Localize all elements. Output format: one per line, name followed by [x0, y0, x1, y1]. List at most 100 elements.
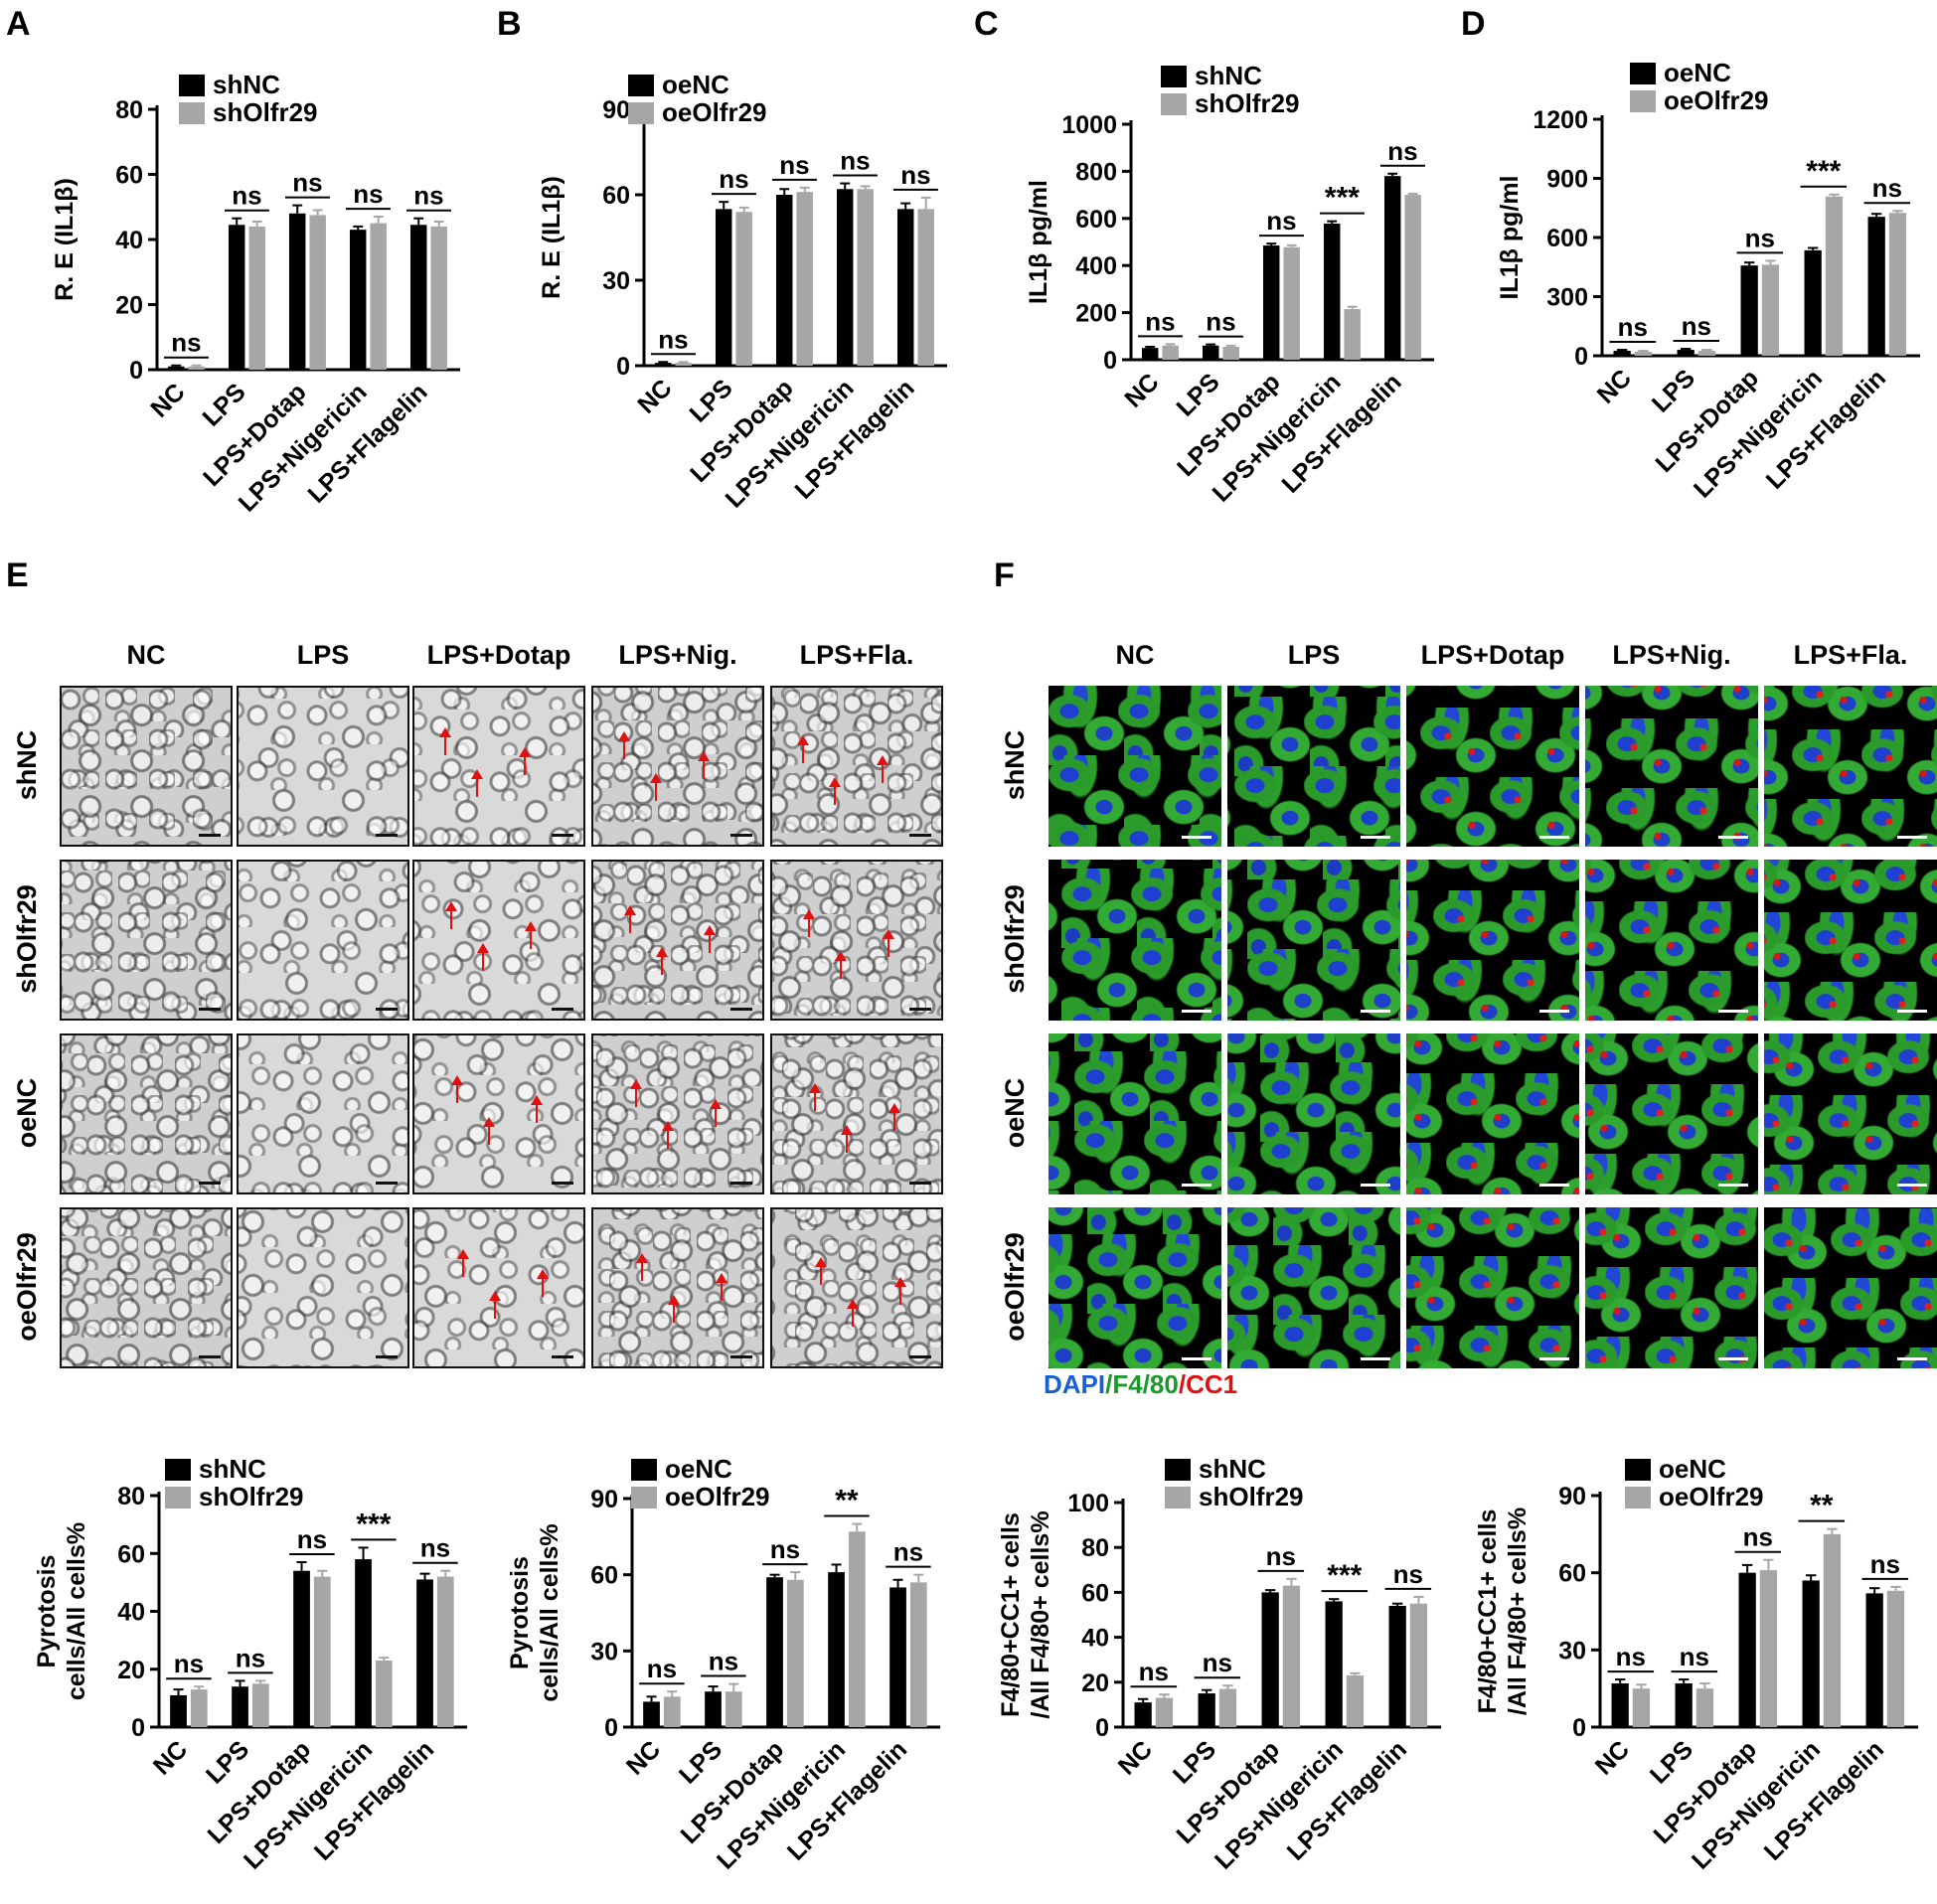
fluorescence-tile-1-0 — [1049, 860, 1221, 1021]
chart-f2-ytick-label-1: 30 — [1558, 1637, 1586, 1665]
chart-f2-legend-label-0: oeNC — [1659, 1454, 1726, 1484]
scale-bar — [1182, 836, 1211, 839]
chart-e1-sig-label-4: ns — [420, 1533, 450, 1563]
brightfield-tile-3-1 — [237, 1207, 409, 1368]
chart-d-ytick-label-3: 900 — [1546, 166, 1588, 194]
scale-bar — [730, 1355, 752, 1358]
chart-e1-sig-label-2: ns — [297, 1524, 327, 1554]
chart-c-ytick-label-4: 800 — [1075, 158, 1117, 186]
brightfield-tile-2-4 — [770, 1033, 943, 1194]
chart-c-legend-label-0: shNC — [1195, 61, 1262, 90]
chart-a-legend-swatch-1 — [179, 102, 205, 124]
brightfield-tile-0-2 — [412, 686, 585, 847]
brightfield-tile-3-2 — [412, 1207, 585, 1368]
chart-f1-ylabel-1: /All F4/80+ cells% — [1027, 1510, 1054, 1718]
chart-b-bar-0-0 — [654, 363, 672, 366]
chart-f1-legend-label-0: shNC — [1199, 1454, 1266, 1484]
chart-f1-sig-label-3: *** — [1327, 1559, 1362, 1592]
pyroptosis-arrow-0 — [630, 1079, 642, 1107]
chart-e1-bar-0-1 — [232, 1686, 248, 1727]
scale-bar — [1539, 836, 1569, 839]
chart-b-bar-0-2 — [775, 195, 793, 366]
chart-e1-ytick-label-4: 80 — [117, 1483, 145, 1510]
chart-a-category-label-1: LPS — [198, 378, 251, 431]
chart-f1-category-label-1: LPS — [1168, 1735, 1221, 1789]
chart-c-sig-label-4: ns — [1387, 136, 1417, 166]
chart-a-bar-0-1 — [228, 225, 245, 370]
pyroptosis-arrow-1 — [656, 947, 668, 975]
pyroptosis-arrow-1 — [829, 777, 841, 805]
chart-e1-legend-swatch-1 — [165, 1487, 191, 1508]
panel-label-f: F — [994, 556, 1015, 594]
pyroptosis-arrow-1 — [483, 1117, 495, 1145]
pyroptosis-arrow-1 — [847, 1299, 859, 1327]
chart-c-legend-swatch-0 — [1161, 66, 1187, 87]
chart-f1-bar-1-0 — [1155, 1697, 1174, 1727]
pyroptosis-arrow-1 — [489, 1291, 501, 1319]
chart-a-ylabel-0: R. E (IL1β) — [51, 178, 79, 301]
scale-bar — [1897, 836, 1927, 839]
scale-bar — [1539, 1010, 1569, 1013]
chart-b-bar-1-4 — [917, 209, 934, 366]
chart-a-ytick-label-0: 0 — [129, 357, 143, 385]
panel-label-d: D — [1461, 5, 1486, 43]
scale-bar — [552, 1008, 573, 1011]
scale-bar — [552, 1182, 573, 1185]
chart-e1-legend-swatch-0 — [165, 1459, 191, 1481]
chart-f2-bar-0-3 — [1802, 1580, 1820, 1727]
e-column-header-1: LPS — [296, 640, 350, 670]
chart-e2-ytick-label-1: 30 — [590, 1638, 618, 1666]
chart-e2-bar-1-2 — [786, 1579, 804, 1727]
chart-d-bar-1-4 — [1888, 213, 1907, 356]
brightfield-tile-0-0 — [60, 686, 233, 847]
e-row-header-1: shOlfr29 — [12, 884, 42, 994]
chart-b-category-label-1: LPS — [685, 374, 738, 427]
chart-b-ytick-label-1: 30 — [602, 267, 630, 295]
chart-f1-bar-1-1 — [1218, 1688, 1237, 1727]
chart-d-bar-0-4 — [1867, 217, 1885, 356]
scale-bar — [376, 1355, 398, 1358]
fluorescence-tile-0-1 — [1227, 686, 1400, 847]
scale-bar — [730, 834, 752, 837]
chart-e2-ytick-label-3: 90 — [590, 1486, 618, 1513]
fluorescence-tile-1-4 — [1764, 860, 1937, 1021]
chart-a-ytick-label-2: 40 — [115, 227, 143, 254]
chart-e2-category-label-1: LPS — [674, 1735, 727, 1789]
chart-f1-bar-1-4 — [1409, 1603, 1428, 1727]
chart-d-sig-label-2: ns — [1745, 223, 1775, 252]
pyroptosis-arrow-1 — [668, 1295, 680, 1323]
chart-d-ytick-label-2: 600 — [1546, 225, 1588, 252]
chart-e2-sig-label-1: ns — [709, 1647, 738, 1676]
chart-e1: 0 20 40 60 80 Pyrotosis cells/All cells% ns NC ns… — [0, 1431, 487, 1899]
chart-b-legend-swatch-1 — [628, 102, 654, 124]
chart-c-sig-label-1: ns — [1206, 307, 1235, 337]
chart-c-sig-label-3: *** — [1325, 182, 1360, 215]
panel-label-a: A — [6, 5, 31, 43]
brightfield-tile-1-2 — [412, 860, 585, 1021]
chart-c-bar-1-3 — [1344, 309, 1361, 360]
chart-c: 0 200 400 600 800 1000 IL1β pg/ml ns NC ns LPS ns LP… — [974, 0, 1451, 556]
scale-bar — [376, 1182, 398, 1185]
chart-f2-sig-label-2: ns — [1743, 1522, 1773, 1552]
scale-bar — [376, 834, 398, 837]
scale-bar — [552, 1355, 573, 1358]
brightfield-tile-2-2 — [412, 1033, 585, 1194]
pyroptosis-arrow-0 — [797, 735, 809, 763]
chart-e2-ytick-label-2: 60 — [590, 1562, 618, 1590]
chart-a-sig-label-3: ns — [353, 179, 383, 209]
f-row-header-3: oeOlfr29 — [1000, 1232, 1030, 1342]
chart-c-legend-label-1: shOlfr29 — [1195, 88, 1300, 118]
fluorescence-tile-2-0 — [1049, 1033, 1221, 1194]
chart-e2-legend-label-0: oeNC — [665, 1454, 732, 1484]
chart-b-bar-0-3 — [836, 189, 854, 366]
chart-d-legend-swatch-1 — [1630, 90, 1656, 112]
chart-d-bar-1-3 — [1825, 196, 1844, 356]
chart-f2-bar-1-2 — [1759, 1570, 1778, 1727]
e-row-header-2: oeNC — [12, 1077, 42, 1149]
chart-c-ytick-label-3: 600 — [1075, 206, 1117, 234]
chart-d-legend-label-0: oeNC — [1664, 58, 1731, 87]
e-column-header-0: NC — [126, 640, 166, 670]
chart-b-sig-label-4: ns — [900, 160, 930, 190]
scale-bar — [1897, 1010, 1927, 1013]
